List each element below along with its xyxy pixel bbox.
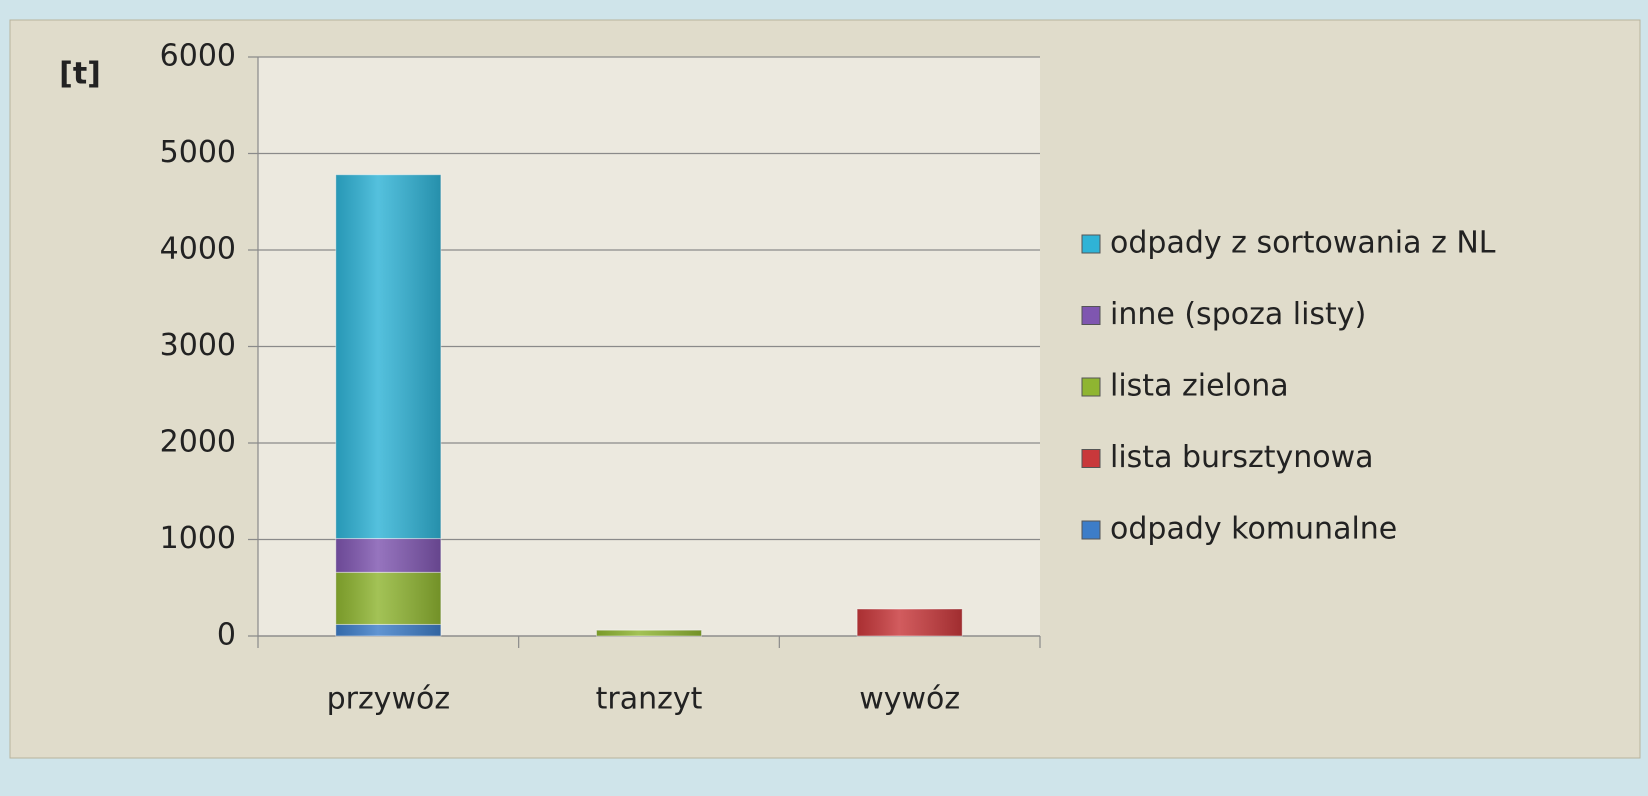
y-tick-label: 6000 (160, 39, 236, 74)
bar-sheen (335, 174, 441, 539)
bar-sheen (857, 608, 963, 636)
x-tick-label: przywóz (327, 682, 451, 717)
x-tick-label: wywóz (859, 682, 960, 717)
legend-label: lista zielona (1110, 369, 1289, 404)
legend-label: lista bursztynowa (1110, 440, 1374, 475)
legend-label: inne (spoza listy) (1110, 297, 1366, 332)
x-tick-label: tranzyt (596, 682, 703, 717)
y-tick-label: 5000 (160, 135, 236, 170)
legend-label: odpady komunalne (1110, 512, 1397, 547)
legend-swatch (1081, 520, 1101, 540)
bar-sheen (335, 538, 441, 573)
legend-swatch (1081, 377, 1101, 397)
bar-sheen (335, 624, 441, 636)
legend-swatch (1081, 449, 1101, 468)
y-tick-label: 4000 (160, 232, 236, 267)
y-tick-label: 2000 (160, 425, 236, 460)
y-tick-label: 1000 (160, 521, 236, 556)
y-tick-label: 0 (217, 618, 236, 653)
bar-sheen (596, 630, 702, 636)
bar-sheen (335, 572, 441, 625)
legend-swatch (1081, 234, 1101, 254)
y-axis-label: [t] (59, 57, 101, 92)
legend-label: odpady z sortowania z NL (1110, 226, 1496, 261)
y-tick-label: 3000 (160, 328, 236, 363)
legend-swatch (1081, 306, 1101, 325)
